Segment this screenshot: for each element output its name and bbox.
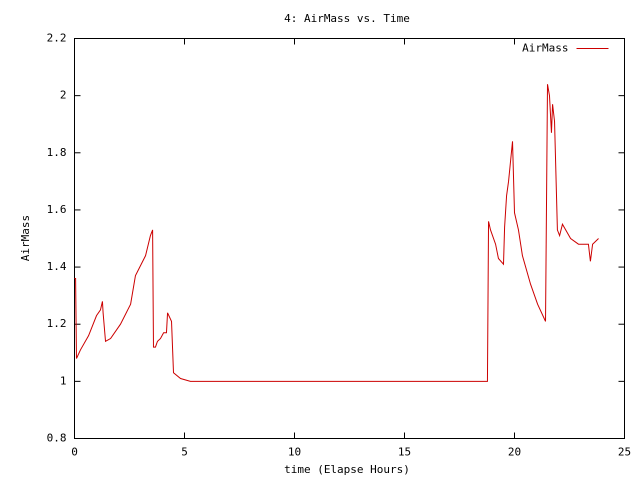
y-tick-label: 1 [60,374,67,387]
x-tick-label: 10 [288,446,301,459]
x-tick-label: 5 [181,446,188,459]
x-tick-label: 15 [398,446,411,459]
y-tick-label: 1.8 [47,146,67,159]
y-tick-label: 1.2 [47,317,67,330]
chart-title: 4: AirMass vs. Time [284,12,410,25]
plot-border [74,38,625,439]
y-tick-label: 1.4 [47,260,67,273]
data-line [74,84,599,382]
y-tick-label: 0.8 [47,432,67,445]
y-tick-label: 2.2 [47,32,67,45]
y-tick-label: 1.6 [47,203,67,216]
y-tick-label: 2 [60,89,67,102]
y-axis-label: AirMass [19,215,32,261]
x-tick-label: 20 [508,446,521,459]
x-tick-label: 25 [618,446,631,459]
legend-label: AirMass [522,42,568,55]
x-axis-label: time (Elapse Hours) [284,463,410,476]
x-tick-label: 0 [71,446,78,459]
